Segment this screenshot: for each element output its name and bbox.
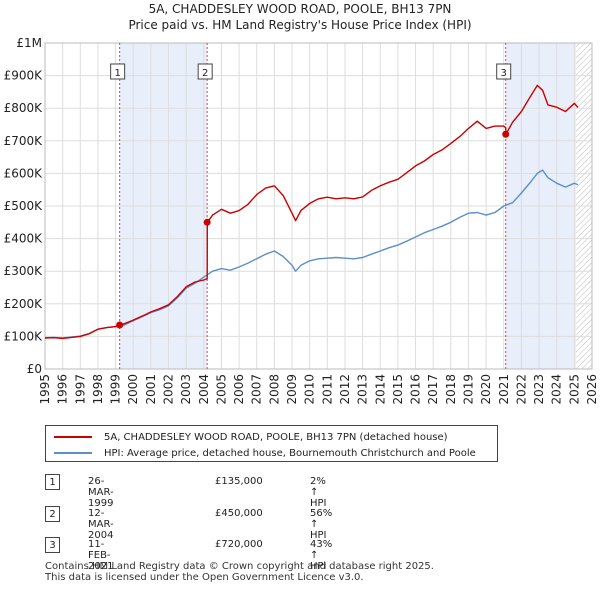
legend-swatch-hpi (54, 452, 92, 454)
sale-number-label: 1 (114, 68, 120, 79)
y-tick-label: £300K (4, 264, 44, 278)
sale-point (116, 321, 124, 329)
sale-date: 11-FEB-2021 (88, 539, 114, 572)
x-tick-label: 2023 (532, 374, 546, 405)
x-tick-label: 2000 (126, 374, 140, 405)
sale-number-label: 3 (501, 68, 507, 79)
sale-date: 12-MAR-2004 (88, 508, 114, 541)
x-tick-label: 2015 (391, 374, 405, 405)
legend-swatch-property (54, 436, 92, 438)
footer-copyright: Contains HM Land Registry data © Crown c… (45, 561, 434, 572)
x-tick-label: 2018 (444, 374, 458, 405)
y-tick-label: £900K (4, 69, 44, 83)
sale-date: 26-MAR-1999 (88, 476, 114, 509)
sale-number-label: 2 (202, 68, 208, 79)
sale-hpi-change: 43% ↑ HPI (310, 539, 333, 572)
y-tick-label: £800K (4, 101, 44, 115)
x-tick-label: 2005 (214, 374, 228, 405)
sale-price: £720,000 (215, 539, 263, 550)
x-tick-label: 2004 (197, 374, 211, 405)
x-tick-label: 2013 (356, 374, 370, 405)
x-tick-label: 2022 (514, 374, 528, 405)
footer-licence: This data is licensed under the Open Gov… (45, 572, 364, 583)
chart-title: 5A, CHADDESLEY WOOD ROAD, POOLE, BH13 7P… (148, 2, 452, 16)
plot-frame (44, 42, 593, 370)
x-tick-label: 2012 (338, 374, 352, 405)
y-tick-label: £100K (4, 329, 44, 343)
legend-item-property: 5A, CHADDESLEY WOOD ROAD, POOLE, BH13 7P… (54, 429, 448, 445)
sale-point (502, 130, 510, 138)
x-tick-label: 2017 (426, 374, 440, 405)
sale-hpi-change: 2% ↑ HPI (310, 476, 327, 509)
legend-item-hpi: HPI: Average price, detached house, Bour… (54, 445, 476, 461)
x-tick-label: 2007 (250, 374, 264, 405)
sale-point (203, 218, 211, 226)
x-tick-label: 2025 (567, 374, 581, 405)
property-price-line (44, 84, 579, 340)
legend: 5A, CHADDESLEY WOOD ROAD, POOLE, BH13 7P… (45, 425, 498, 462)
sale-number-box (496, 63, 512, 80)
sale-number-badge: 1 (45, 474, 60, 490)
x-tick-label: 2020 (479, 374, 493, 405)
x-tick-label: 2009 (285, 374, 299, 405)
sale-number-badge: 3 (45, 537, 60, 553)
sale-hpi-change: 56% ↑ HPI (310, 508, 333, 541)
x-tick-label: 2003 (179, 374, 193, 405)
price-chart: £0 £100K £200K £300K £400K £500K £600K £700K £80… (4, 36, 599, 405)
sale-number-box (197, 63, 213, 80)
x-tick-label: 1998 (91, 374, 105, 405)
sale-number-badge: 2 (45, 506, 60, 522)
chart-subtitle: Price paid vs. HM Land Registry's House … (128, 18, 472, 32)
y-tick-label: £500K (4, 199, 44, 213)
y-tick-label: £700K (4, 134, 44, 148)
y-tick-label: £200K (4, 297, 44, 311)
sale-price: £135,000 (215, 476, 263, 487)
x-tick-label: 2024 (550, 374, 564, 405)
x-tick-label: 2008 (267, 374, 281, 405)
x-tick-label: 2026 (585, 374, 599, 405)
sale-number-box (110, 63, 126, 80)
x-tick-label: 2002 (162, 374, 176, 405)
legend-label-property: 5A, CHADDESLEY WOOD ROAD, POOLE, BH13 7P… (104, 431, 448, 443)
y-tick-label: £600K (4, 166, 44, 180)
x-tick-label: 2019 (461, 374, 475, 405)
y-tick-label: £0 (27, 362, 42, 376)
y-tick-label: £400K (4, 232, 44, 246)
sale-price: £450,000 (215, 508, 263, 519)
x-tick-label: 1997 (73, 374, 87, 405)
x-tick-label: 2010 (303, 374, 317, 405)
legend-label-hpi: HPI: Average price, detached house, Bour… (104, 447, 476, 459)
x-tick-label: 2014 (373, 374, 387, 405)
x-tick-label: 2021 (497, 374, 511, 405)
x-tick-label: 1996 (56, 374, 70, 405)
x-tick-label: 2016 (409, 374, 423, 405)
x-tick-label: 2011 (320, 374, 334, 405)
y-tick-label: £1M (16, 36, 42, 50)
x-tick-label: 1995 (38, 374, 52, 405)
x-tick-label: 2006 (232, 374, 246, 405)
x-tick-label: 2001 (144, 374, 158, 405)
x-tick-label: 1999 (109, 374, 123, 405)
